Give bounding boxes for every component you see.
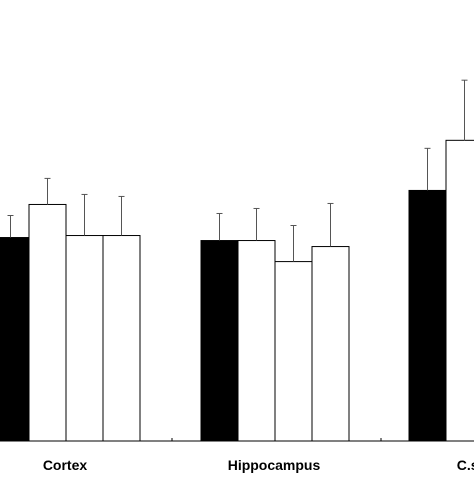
bar-c-st-series-2 xyxy=(445,139,474,442)
category-label-cortex: Cortex xyxy=(43,457,88,473)
bar-hippocampus-series-2 xyxy=(237,240,276,442)
bar-cortex-series-3 xyxy=(65,235,104,442)
error-bar-cortex-series-3 xyxy=(81,193,88,236)
error-bar-c-st-series-2 xyxy=(461,79,468,141)
error-bar-cortex-series-2 xyxy=(44,177,51,205)
x-axis-labels: Cortex Hippocampus C.st xyxy=(43,457,474,473)
bar-hippocampus-series-3 xyxy=(274,261,313,442)
error-bar-hippocampus-series-1 xyxy=(216,212,223,241)
error-bar-hippocampus-series-2 xyxy=(253,207,260,241)
category-label-c-st: C.st xyxy=(457,457,474,473)
bar-hippocampus-series-1 xyxy=(200,240,239,442)
error-bar-cortex-series-1 xyxy=(7,214,14,238)
bar-cortex-series-4 xyxy=(102,235,141,442)
x-axis-ticks xyxy=(171,438,382,441)
error-bar-c-st-series-1 xyxy=(424,147,431,191)
bars-layer xyxy=(0,139,474,442)
category-label-hippocampus: Hippocampus xyxy=(228,457,321,473)
error-bar-cortex-series-4 xyxy=(118,195,125,236)
bar-cortex-series-1 xyxy=(0,237,30,442)
bar-hippocampus-series-4 xyxy=(311,246,350,442)
error-bar-hippocampus-series-4 xyxy=(327,202,334,247)
bar-c-st-series-1 xyxy=(408,189,447,442)
bar-cortex-series-2 xyxy=(28,203,67,442)
error-bar-hippocampus-series-3 xyxy=(290,225,297,262)
error-bars-layer xyxy=(7,79,468,262)
